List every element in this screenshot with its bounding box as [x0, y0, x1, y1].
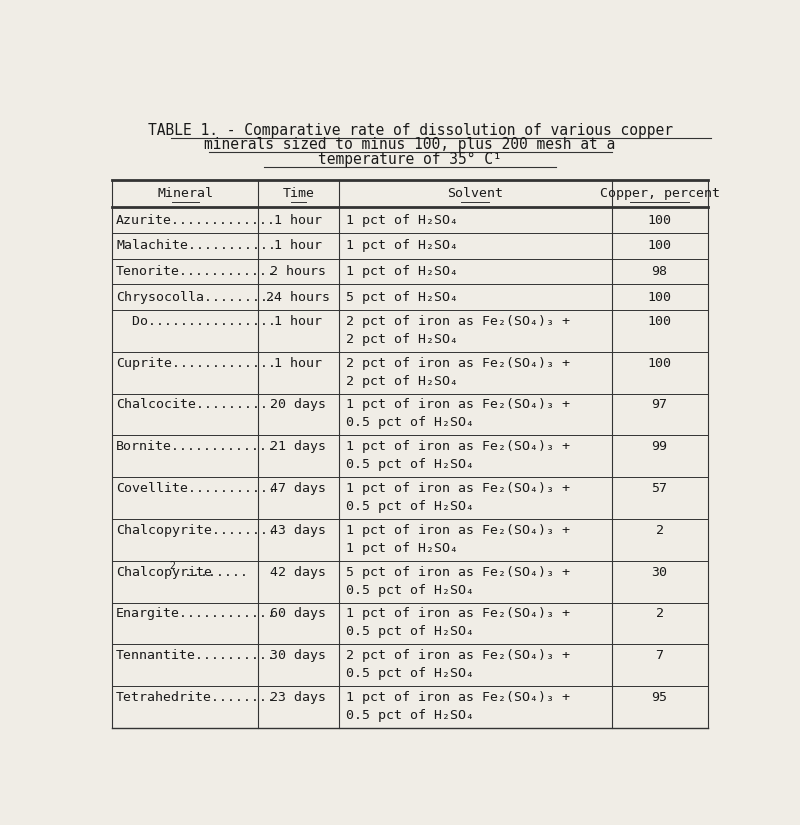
Text: 7: 7	[655, 649, 663, 662]
Text: 42 days: 42 days	[270, 566, 326, 578]
Text: 2: 2	[655, 524, 663, 537]
Text: 1 pct of iron as Fe₂(SO₄)₃ +: 1 pct of iron as Fe₂(SO₄)₃ +	[346, 441, 570, 453]
Text: 1 pct of H₂SO₄: 1 pct of H₂SO₄	[346, 265, 458, 278]
Text: temperature of 35° C¹: temperature of 35° C¹	[318, 152, 502, 167]
Text: Do................: Do................	[116, 315, 276, 328]
Text: 5 pct of H₂SO₄: 5 pct of H₂SO₄	[346, 290, 458, 304]
Text: 30: 30	[651, 566, 667, 578]
Text: 1 pct of iron as Fe₂(SO₄)₃ +: 1 pct of iron as Fe₂(SO₄)₃ +	[346, 398, 570, 412]
Text: 0.5 pct of H₂SO₄: 0.5 pct of H₂SO₄	[346, 583, 474, 596]
Text: 1 pct of H₂SO₄: 1 pct of H₂SO₄	[346, 542, 458, 554]
Text: 2 pct of H₂SO₄: 2 pct of H₂SO₄	[346, 332, 458, 346]
Text: 99: 99	[651, 441, 667, 453]
Text: 21 days: 21 days	[270, 441, 326, 453]
Text: 1 pct of iron as Fe₂(SO₄)₃ +: 1 pct of iron as Fe₂(SO₄)₃ +	[346, 607, 570, 620]
Text: Tetrahedrite........: Tetrahedrite........	[116, 691, 276, 704]
Text: 0.5 pct of H₂SO₄: 0.5 pct of H₂SO₄	[346, 500, 474, 513]
Text: Chalcocite..........: Chalcocite..........	[116, 398, 276, 412]
Text: Chalcopyrite: Chalcopyrite	[116, 566, 212, 578]
Text: 30 days: 30 days	[270, 649, 326, 662]
Text: Malachite...........: Malachite...........	[116, 239, 276, 252]
Text: 23 days: 23 days	[270, 691, 326, 704]
Text: Mineral: Mineral	[158, 187, 214, 200]
Text: Chrysocolla.........: Chrysocolla.........	[116, 290, 276, 304]
Text: 100: 100	[647, 239, 671, 252]
Text: 1 hour: 1 hour	[274, 239, 322, 252]
Text: 100: 100	[647, 214, 671, 227]
Text: Time: Time	[282, 187, 314, 200]
Text: minerals sized to minus 100, plus 200 mesh at a: minerals sized to minus 100, plus 200 me…	[204, 137, 616, 152]
Text: 5 pct of iron as Fe₂(SO₄)₃ +: 5 pct of iron as Fe₂(SO₄)₃ +	[346, 566, 570, 578]
Text: 95: 95	[651, 691, 667, 704]
Text: 0.5 pct of H₂SO₄: 0.5 pct of H₂SO₄	[346, 709, 474, 722]
Text: 2 hours: 2 hours	[270, 265, 326, 278]
Text: 0.5 pct of H₂SO₄: 0.5 pct of H₂SO₄	[346, 458, 474, 471]
Text: Bornite.............: Bornite.............	[116, 441, 276, 453]
Text: 2 pct of iron as Fe₂(SO₄)₃ +: 2 pct of iron as Fe₂(SO₄)₃ +	[346, 649, 570, 662]
Text: Azurite.............: Azurite.............	[116, 214, 276, 227]
Text: Enargite............: Enargite............	[116, 607, 276, 620]
Text: ........: ........	[176, 566, 248, 578]
Text: 2 pct of iron as Fe₂(SO₄)₃ +: 2 pct of iron as Fe₂(SO₄)₃ +	[346, 315, 570, 328]
Text: Covellite...........: Covellite...........	[116, 482, 276, 495]
Text: 1 pct of iron as Fe₂(SO₄)₃ +: 1 pct of iron as Fe₂(SO₄)₃ +	[346, 691, 570, 704]
Text: Cuprite.............: Cuprite.............	[116, 356, 276, 370]
Text: 43 days: 43 days	[270, 524, 326, 537]
Text: 1 hour: 1 hour	[274, 356, 322, 370]
Text: 2: 2	[170, 561, 175, 571]
Text: 20 days: 20 days	[270, 398, 326, 412]
Text: 100: 100	[647, 356, 671, 370]
Text: 1 hour: 1 hour	[274, 315, 322, 328]
Text: 1 hour: 1 hour	[274, 214, 322, 227]
Text: 2: 2	[655, 607, 663, 620]
Text: 97: 97	[651, 398, 667, 412]
Text: 98: 98	[651, 265, 667, 278]
Text: TABLE 1. - Comparative rate of dissolution of various copper: TABLE 1. - Comparative rate of dissoluti…	[147, 123, 673, 138]
Text: 47 days: 47 days	[270, 482, 326, 495]
Text: Copper, percent: Copper, percent	[599, 187, 719, 200]
Text: 57: 57	[651, 482, 667, 495]
Text: 100: 100	[647, 315, 671, 328]
Text: 0.5 pct of H₂SO₄: 0.5 pct of H₂SO₄	[346, 625, 474, 639]
Text: 0.5 pct of H₂SO₄: 0.5 pct of H₂SO₄	[346, 417, 474, 430]
Text: Chalcopyrite........: Chalcopyrite........	[116, 524, 276, 537]
Text: 2 pct of H₂SO₄: 2 pct of H₂SO₄	[346, 375, 458, 388]
Text: 60 days: 60 days	[270, 607, 326, 620]
Text: 2 pct of iron as Fe₂(SO₄)₃ +: 2 pct of iron as Fe₂(SO₄)₃ +	[346, 356, 570, 370]
Text: Tennantite..........: Tennantite..........	[116, 649, 276, 662]
Text: 100: 100	[647, 290, 671, 304]
Text: 0.5 pct of H₂SO₄: 0.5 pct of H₂SO₄	[346, 667, 474, 680]
Text: Solvent: Solvent	[447, 187, 503, 200]
Text: Tenorite............: Tenorite............	[116, 265, 276, 278]
Text: 1 pct of iron as Fe₂(SO₄)₃ +: 1 pct of iron as Fe₂(SO₄)₃ +	[346, 524, 570, 537]
Text: 1 pct of H₂SO₄: 1 pct of H₂SO₄	[346, 214, 458, 227]
Text: 1 pct of H₂SO₄: 1 pct of H₂SO₄	[346, 239, 458, 252]
Text: 24 hours: 24 hours	[266, 290, 330, 304]
Text: 1 pct of iron as Fe₂(SO₄)₃ +: 1 pct of iron as Fe₂(SO₄)₃ +	[346, 482, 570, 495]
